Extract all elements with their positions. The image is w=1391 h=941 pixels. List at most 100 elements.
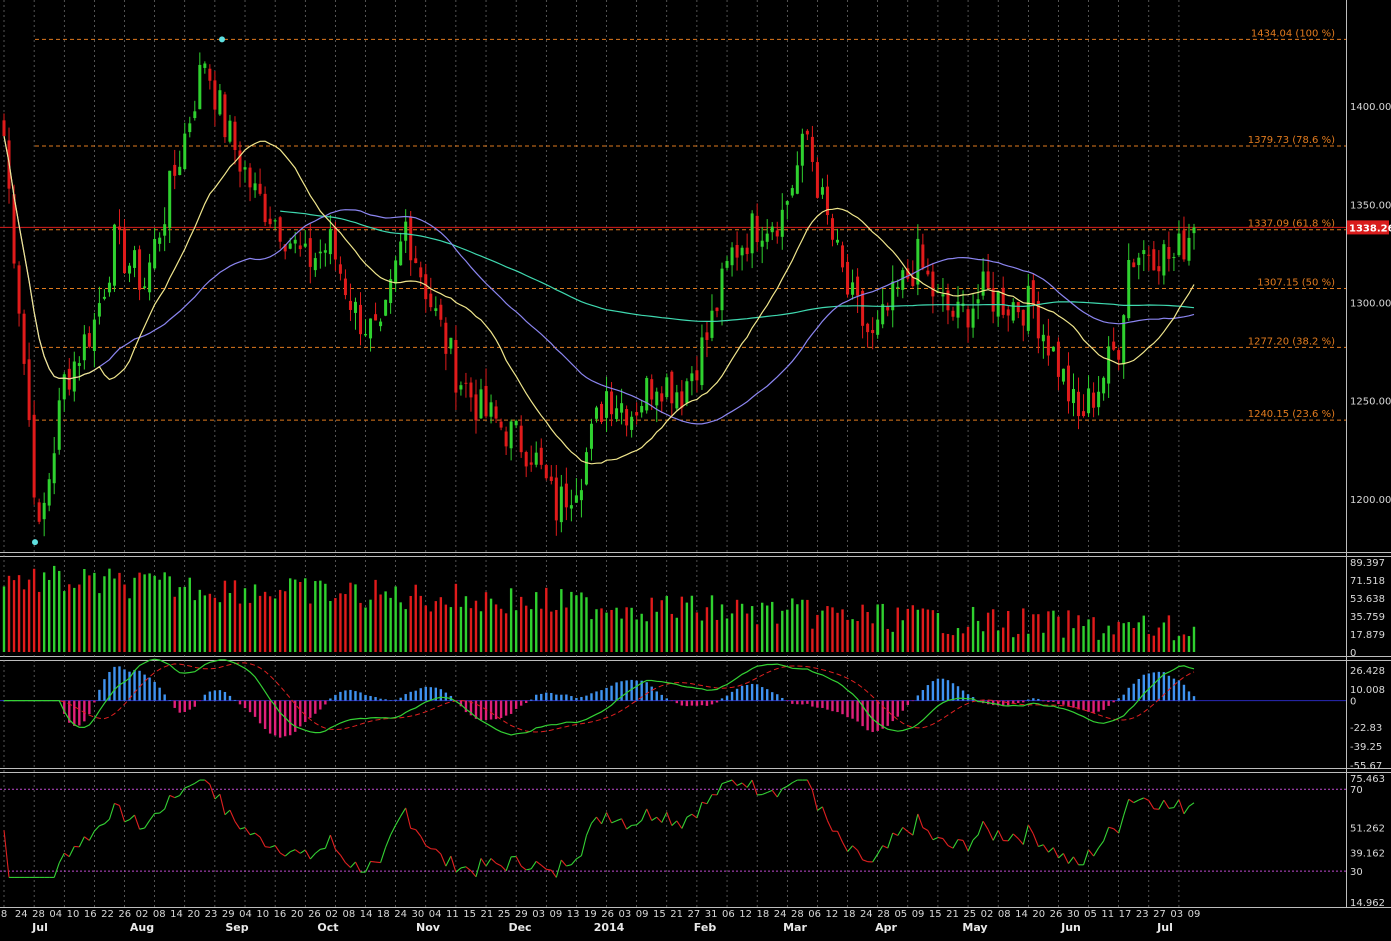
volume-bar: [289, 578, 292, 652]
volume-bar: [966, 626, 970, 652]
volume-bar: [720, 604, 724, 652]
candle-body: [750, 213, 754, 254]
rsi-segment: [897, 827, 904, 836]
macd-hist-bar: [831, 700, 834, 712]
candle-body: [358, 304, 362, 335]
macd-hist-bar: [469, 700, 473, 716]
price-panel[interactable]: 1434.04 (100 %) 1379.73 (78.6 %) 1337.09 (…: [0, 28, 1391, 546]
date-tick: 25: [498, 909, 511, 920]
rsi-segment: [957, 838, 964, 841]
candle-body: [544, 465, 548, 479]
candle-body: [800, 133, 804, 166]
rsi-segment: [405, 807, 412, 829]
candle-body: [258, 183, 262, 194]
volume-bar: [469, 608, 473, 652]
candle-body: [740, 247, 744, 256]
macd-tick: 10.008: [1350, 685, 1385, 696]
macd-hist-bar: [1012, 700, 1015, 704]
volume-bar: [670, 613, 674, 652]
candle-body: [303, 243, 307, 247]
macd-hist-bar: [1187, 691, 1191, 701]
candle-body: [203, 63, 207, 68]
candle-body: [1162, 244, 1166, 276]
rsi-segment: [621, 818, 628, 830]
macd-hist-bar: [575, 697, 578, 701]
macd-hist-bar: [670, 700, 674, 702]
volume-bar: [314, 581, 317, 652]
candle-body: [871, 329, 875, 334]
macd-hist-bar: [364, 694, 367, 701]
rsi-segment: [1052, 847, 1059, 859]
rsi-segment: [470, 870, 477, 878]
candle-body: [539, 447, 543, 465]
rsi-segment: [320, 847, 326, 850]
volume-bar: [766, 605, 769, 652]
volume-bar: [1022, 608, 1025, 652]
macd-hist-bar: [1172, 678, 1176, 701]
date-tick: 14: [1015, 909, 1028, 920]
macd-hist-bar: [1117, 698, 1120, 701]
rsi-segment: [811, 789, 818, 811]
volume-bar: [690, 595, 694, 652]
price-tick: 1250.00: [1350, 397, 1391, 408]
macd-hist-bar: [514, 700, 518, 709]
price-tick: 1350.00: [1350, 200, 1391, 211]
candle-body: [328, 229, 332, 255]
macd-hist-bar: [710, 700, 714, 705]
rsi-segment: [1163, 799, 1170, 809]
candle-body: [554, 477, 558, 521]
candle-body: [805, 130, 809, 135]
volume-bar: [223, 580, 227, 652]
candle-body: [469, 382, 473, 398]
volume-bar: [976, 620, 980, 652]
candle-body: [660, 393, 664, 402]
rsi-segment: [1088, 849, 1095, 857]
macd-hist-bar: [63, 700, 66, 714]
rsi-segment: [580, 835, 587, 856]
rsi-segment: [1178, 799, 1185, 815]
volume-bar: [369, 599, 372, 652]
macd-hist-bar: [78, 700, 81, 726]
macd-hist-bar: [439, 689, 443, 701]
candle-body: [896, 286, 900, 288]
rsi-segment: [992, 830, 999, 841]
macd-hist-bar: [203, 694, 207, 701]
candle-body: [218, 90, 222, 115]
rsi-segment: [892, 832, 898, 836]
volume-panel[interactable]: 89.397 71.518 53.638 35.759 17.879 0: [2, 558, 1385, 659]
candle-body: [509, 421, 513, 449]
rsi-segment: [339, 854, 346, 863]
macd-hist-bar: [143, 674, 146, 701]
volume-bar: [755, 624, 759, 652]
volume-bar: [484, 592, 488, 652]
candle-body: [409, 216, 413, 261]
macd-hist-bar: [524, 700, 528, 704]
candle-body: [233, 121, 237, 150]
date-tick: 10: [67, 909, 80, 920]
macd-hist-bar: [198, 700, 202, 702]
macd-hist-bar: [811, 700, 814, 707]
date-tick: 24: [860, 909, 873, 920]
macd-hist-bar: [1072, 700, 1075, 708]
volume-bar: [715, 619, 719, 652]
rsi-segment: [806, 779, 813, 791]
candle-body: [268, 218, 272, 225]
volume-bar: [474, 600, 478, 652]
candle-body: [584, 452, 588, 485]
rsi-segment: [274, 845, 281, 854]
candle-body: [1102, 377, 1106, 394]
candle-body: [891, 281, 895, 311]
candle-body: [198, 64, 202, 110]
macd-hist-bar: [705, 700, 709, 706]
rsi-segment: [746, 779, 753, 788]
macd-tick: -22.83: [1350, 723, 1382, 734]
rsi-tick: 14.962: [1350, 898, 1385, 909]
candle-body: [298, 245, 302, 250]
last-price-tag: 1338.26: [1347, 220, 1391, 235]
date-tick: 29: [222, 909, 235, 920]
rsi-segment: [329, 834, 336, 850]
rsi-segment: [1128, 798, 1135, 804]
